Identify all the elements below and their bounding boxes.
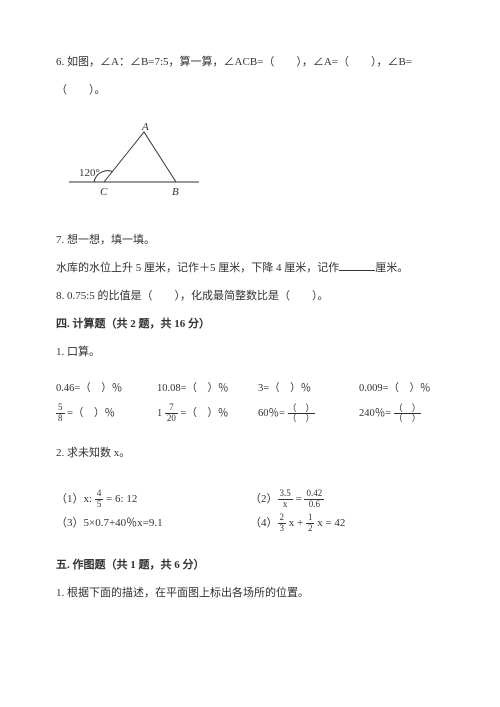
q7-text-a: 水库的水位上升 5 厘米，记作＋5 厘米，下降 4 厘米，记作 <box>56 262 339 274</box>
triangle-diagram-icon: A 120° C B <box>64 120 204 200</box>
q8-text: 8. 0.75:5 的比值是（ ），化成最简整数比是（ ）。 <box>56 284 444 308</box>
frac-2-3: 2 3 <box>278 513 287 534</box>
section5-title: 五. 作图题（共 1 题，共 6 分） <box>56 553 444 577</box>
calc1-row1: 0.46=（ ）％ 10.08=（ ）％ 3=（ ）％ 0.009=（ ）％ <box>56 377 444 400</box>
frac-1-2: 1 2 <box>306 513 315 534</box>
frac-3p5-x: 3.5 x <box>278 489 293 510</box>
calc1-r2c2: 1 7 20 =（ ）％ <box>157 402 242 425</box>
angle-120-label: 120° <box>79 167 100 179</box>
calc1-r2c4: 240％= （ ） （ ） <box>359 402 444 425</box>
frac-4-5: 4 5 <box>95 489 104 510</box>
q7-text: 水库的水位上升 5 厘米，记作＋5 厘米，下降 4 厘米，记作 厘米。 <box>56 256 444 280</box>
eq3: （3）5×0.7+40％x=9.1 <box>56 511 250 535</box>
q6-line1: 6. 如图，∠A：∠B=7:5，算一算，∠ACB=（ ），∠A=（ ），∠B= <box>56 50 444 74</box>
vertex-a-label: A <box>141 121 149 133</box>
section4-title: 四. 计算题（共 2 题，共 16 分） <box>56 312 444 336</box>
calc1-r1c1: 0.46=（ ）％ <box>56 377 141 400</box>
calc1-title: 1. 口算。 <box>56 340 444 364</box>
eq1: （1）x: 4 5 = 6: 12 <box>56 487 250 511</box>
draw1-title: 1. 根据下面的描述，在平面图上标出各场所的位置。 <box>56 581 444 605</box>
vertex-c-label: C <box>100 186 108 198</box>
q7-title: 7. 想一想，填一填。 <box>56 228 444 252</box>
q6-line2: （ ）。 <box>56 78 444 102</box>
calc1-r2c3: 60％= （ ） （ ） <box>258 402 343 425</box>
q7-blank <box>339 259 375 271</box>
calc2-title: 2. 求未知数 x。 <box>56 441 444 465</box>
calc1-r2c1: 5 8 =（ ）％ <box>56 402 141 425</box>
calc1-row2: 5 8 =（ ）％ 1 7 20 =（ ）％ 60％= （ ） （ ） 240％… <box>56 402 444 425</box>
q7-text-b: 厘米。 <box>375 262 408 274</box>
frac-042-06: 0.42 0.6 <box>304 489 324 510</box>
calc2-equations: （1）x: 4 5 = 6: 12 （2） 3.5 x = 0.42 0.6 （… <box>56 487 444 535</box>
eq2: （2） 3.5 x = 0.42 0.6 <box>250 487 444 511</box>
paren-frac-2: （ ） （ ） <box>394 404 421 423</box>
frac-7-20: 7 20 <box>165 403 178 424</box>
paren-frac-1: （ ） （ ） <box>288 404 315 423</box>
eq4: （4） 2 3 x + 1 2 x = 42 <box>250 511 444 535</box>
frac-5-8: 5 8 <box>56 403 65 424</box>
q6-figure: A 120° C B <box>64 120 444 209</box>
vertex-b-label: B <box>172 186 179 198</box>
calc1-r1c3: 3=（ ）％ <box>258 377 343 400</box>
calc1-r1c2: 10.08=（ ）％ <box>157 377 242 400</box>
calc1-r1c4: 0.009=（ ）％ <box>359 377 444 400</box>
